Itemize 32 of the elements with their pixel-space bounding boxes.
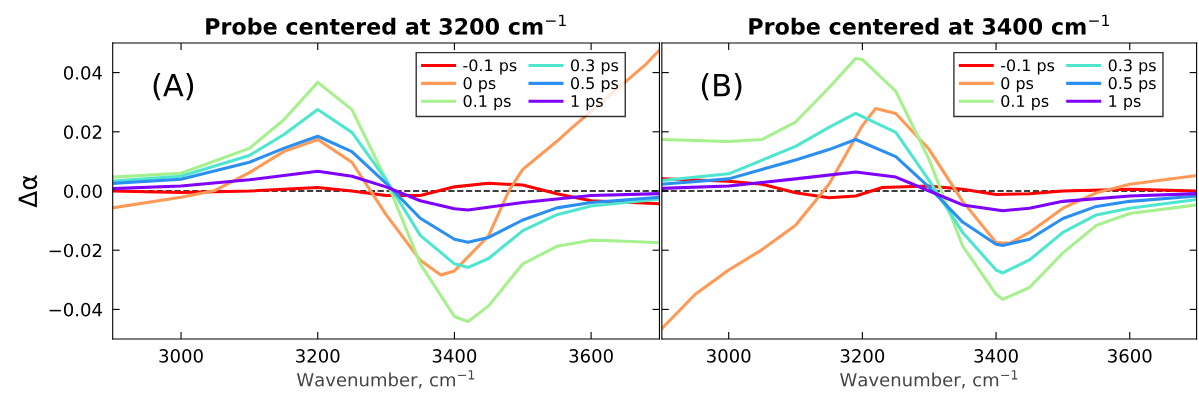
y-tick-label: 0.04 [63,66,102,80]
y-axis-title: Δα [18,175,38,208]
x-tick-label: 3200 [296,349,340,363]
legend-label: 0.3 ps [570,59,619,75]
y-tick-label: −0.02 [49,243,102,258]
legend-label: -0.1 ps [463,59,517,75]
x-axis-title: Wavenumber, cm$^{−1}$ [840,370,1018,389]
x-tick-label: 3000 [159,349,203,363]
legend-label: 0.5 ps [1108,77,1156,93]
x-tick-label: 3200 [840,349,885,363]
legend-label: 1 ps [1109,95,1141,111]
x-tick-label: 3400 [974,349,1018,363]
legend-label: 0.5 ps [570,77,619,93]
legend-label: 0.1 ps [1001,94,1049,111]
y-tick-label: 0.02 [63,125,102,139]
y-tick-label: 0.00 [63,184,102,199]
chart-title: Probe centered at 3200 cm$^{−1}$ [206,14,566,35]
chart-title: Probe centered at 3400 cm$^{−1}$ [749,14,1109,35]
legend-label: 0 ps [1001,77,1034,93]
x-axis-title: Wavenumber, cm$^{−1}$ [296,370,475,389]
legend-label: -0.1 ps [1001,59,1055,75]
annotation: (A) [153,73,194,101]
x-tick-label: 3600 [569,349,613,363]
x-tick-label: 3600 [1108,349,1152,363]
legend-label: 0.3 ps [1108,59,1156,75]
annotation: (B) [701,73,742,101]
legend-label: 1 ps [571,95,603,111]
x-tick-label: 3000 [707,349,751,363]
legend-label: 0.1 ps [463,94,511,111]
legend-label: 0 ps [463,77,496,93]
x-tick-label: 3400 [432,349,477,363]
y-tick-label: −0.04 [49,302,102,317]
